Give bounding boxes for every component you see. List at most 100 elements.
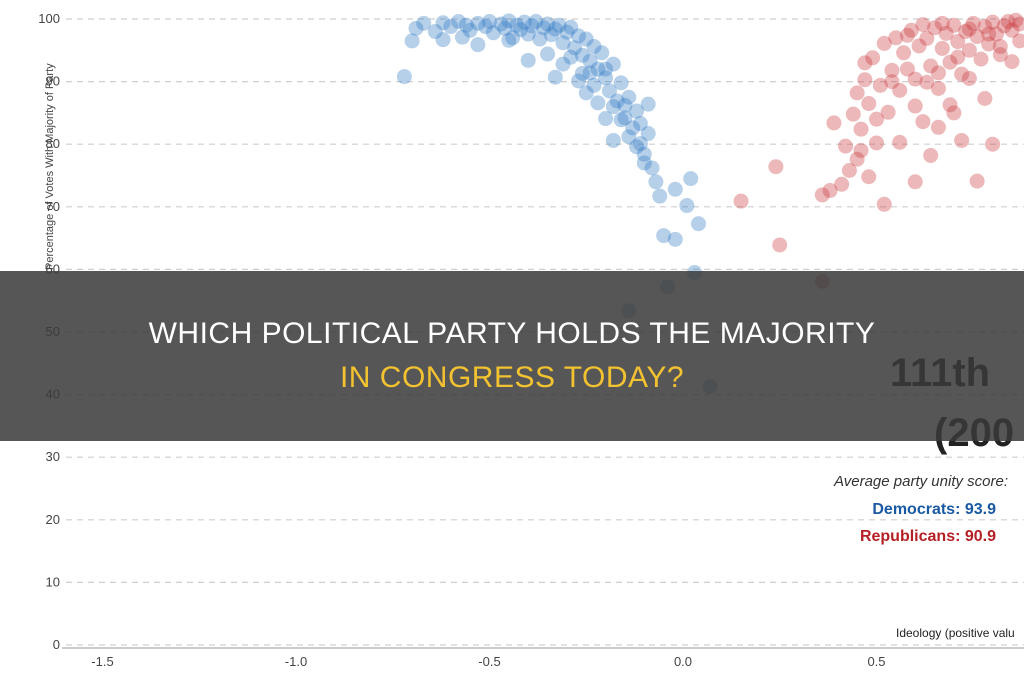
democrats-point <box>667 231 683 247</box>
democrats-point <box>520 52 536 68</box>
republicans-point <box>853 121 869 137</box>
democrats-point <box>629 139 645 155</box>
democrats-point <box>598 70 614 86</box>
democrats-point <box>470 37 486 53</box>
democrats-point <box>590 95 606 111</box>
republicans-point <box>930 65 946 81</box>
republicans-point <box>934 40 950 56</box>
y-tick-label: 90 <box>46 74 60 89</box>
democrats-point <box>644 160 660 176</box>
democrats-point <box>574 47 590 63</box>
republicans-point <box>981 26 997 42</box>
democrats-point <box>478 19 494 35</box>
republicans-point <box>861 169 877 185</box>
unity-score-heading: Average party unity score: <box>833 473 1008 490</box>
republicans-point <box>950 49 966 65</box>
republicans-point <box>903 22 919 38</box>
democrats-point <box>598 111 614 127</box>
republicans-point <box>938 25 954 41</box>
democrats-point <box>582 53 598 69</box>
democrats-point <box>652 188 668 204</box>
democrats-point <box>640 126 656 142</box>
democrats-point <box>485 25 501 41</box>
democrats-point <box>396 69 412 85</box>
republicans-point <box>861 96 877 112</box>
democrats-unity-score: Democrats: 93.9 <box>872 501 996 518</box>
y-tick-label: 80 <box>46 136 60 151</box>
democrats-point <box>683 171 699 187</box>
democrats-point <box>578 85 594 101</box>
democrats-point <box>482 14 497 30</box>
democrats-point <box>458 17 474 33</box>
republicans-point <box>892 134 908 150</box>
republicans-point <box>961 70 977 86</box>
republicans-point <box>884 74 900 90</box>
republicans-point <box>834 176 850 192</box>
republicans-point <box>899 27 915 43</box>
democrats-point <box>613 112 629 128</box>
democrats-point <box>636 146 652 162</box>
democrats-point <box>501 32 517 48</box>
democrats-point <box>493 16 509 32</box>
republicans-point <box>919 30 935 46</box>
democrats-point <box>536 20 552 36</box>
headline-line-2: IN CONGRESS TODAY? <box>339 361 685 394</box>
democrats-point <box>520 26 536 42</box>
democrats-point <box>656 228 672 244</box>
democrats-point <box>532 31 548 47</box>
republicans-point <box>1012 16 1024 32</box>
republicans-point <box>888 30 904 46</box>
republicans-point <box>919 74 935 90</box>
democrats-point <box>551 17 567 33</box>
democrats-point <box>512 22 528 38</box>
republicans-point <box>880 104 896 120</box>
democrats-point <box>598 61 614 77</box>
republicans-point <box>961 21 977 37</box>
republicans-point <box>838 138 854 154</box>
republicans-point <box>930 80 946 96</box>
republicans-point <box>733 193 749 209</box>
y-tick-label: 100 <box>38 11 60 26</box>
republicans-point <box>768 159 784 175</box>
democrats-point <box>586 77 602 93</box>
republicans-point <box>869 135 884 151</box>
democrats-point <box>524 18 540 34</box>
y-axis-label: Percentage of Votes With Majority of Par… <box>44 63 56 270</box>
democrats-point <box>555 56 571 72</box>
x-tick-label: 0.5 <box>867 654 885 669</box>
republicans-point <box>988 26 1004 42</box>
democrats-point <box>648 174 664 190</box>
democrats-point <box>690 216 706 232</box>
republicans-point <box>899 61 915 77</box>
republicans-point <box>965 15 981 31</box>
republicans-point <box>1012 33 1024 49</box>
democrats-point <box>571 73 587 89</box>
democrats-point <box>462 22 478 38</box>
democrats-point <box>435 15 451 31</box>
democrats-point <box>640 96 656 112</box>
democrats-point <box>574 65 590 81</box>
republicans-point <box>872 77 888 93</box>
democrats-point <box>427 24 443 40</box>
republicans-point <box>923 147 939 163</box>
republicans-point <box>857 55 873 71</box>
democrats-point <box>555 35 571 51</box>
democrats-point <box>621 129 637 145</box>
republicans-point <box>876 35 892 51</box>
republicans-point <box>961 42 977 58</box>
democrats-point <box>516 14 532 30</box>
democrats-point <box>454 29 470 45</box>
democrats-point <box>571 28 587 44</box>
republicans-point <box>969 29 985 45</box>
republicans-point <box>969 173 985 189</box>
democrats-point <box>567 40 583 56</box>
democrats-point <box>601 83 617 99</box>
democrats-point <box>667 181 683 197</box>
republicans-point <box>822 183 838 199</box>
x-tick-label: -1.5 <box>91 654 113 669</box>
democrats-point <box>617 110 633 126</box>
democrats-point <box>451 14 467 30</box>
democrats-point <box>563 19 579 35</box>
data-points <box>396 12 1024 394</box>
x-tick-label: 0.0 <box>674 654 692 669</box>
